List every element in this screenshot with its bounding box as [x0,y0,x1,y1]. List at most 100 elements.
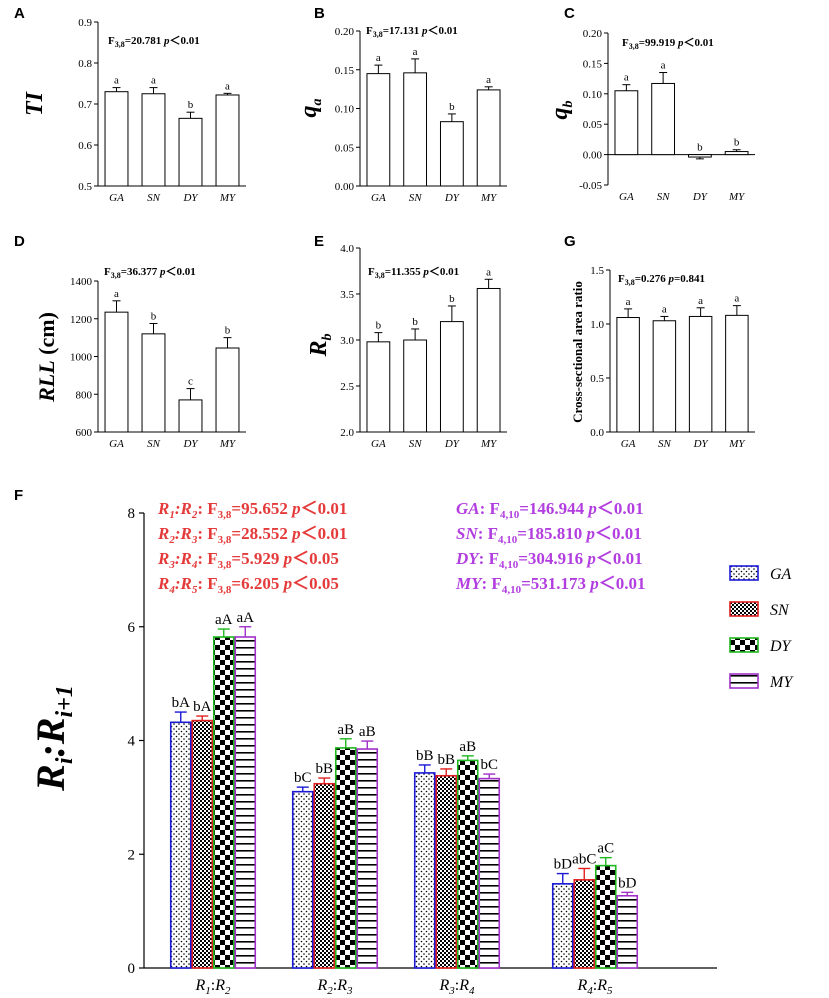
panel-label-G: G [564,233,576,250]
bar-SN [403,339,428,433]
bar-MY-4 [616,894,639,969]
significance-letter: a [225,80,230,92]
bar-DY [439,321,464,433]
significance-letter: a [114,288,119,300]
panel-B: B 0.00 0.05 0.10 0.15 0.20 a GA a SN b DY a MY F3,8=17… [296,5,507,204]
x-tick-label-MY: MY [480,438,498,450]
y-tick-label: 0.0 [590,427,604,439]
stat-annotation: F3,8=11.355 p＜0.01 [368,266,459,280]
x-tick-label-MY: MY [219,192,237,204]
panel-label-A: A [14,5,25,22]
annotation-left-3: R3:R4: F3,8=5.929 p＜0.05 [157,549,339,571]
legend-label-MY: MY [769,674,794,691]
bar-MY [215,94,240,187]
significance-letter: a [734,293,739,305]
significance-letter: aB [359,724,376,740]
x-tick-label-2: R2:R3 [316,977,353,997]
significance-letter: a [626,296,631,308]
y-tick-label: 0.5 [78,181,92,193]
significance-letter: c [188,376,193,388]
significance-letter: b [412,316,418,328]
bar-SN [651,82,676,156]
y-tick-label: 6 [128,620,136,636]
significance-letter: b [734,137,740,149]
significance-letter: bC [480,757,498,773]
significance-letter: b [449,293,455,305]
x-tick-label-DY: DY [182,438,199,450]
stat-annotation: F3,8=17.131 p＜0.01 [366,25,458,39]
annotation-right-2: SN: F4,10=185.810 p＜0.01 [456,524,642,546]
y-tick-label: 0.05 [335,142,355,154]
y-tick-label: 3.5 [340,289,354,301]
bar-DY-1 [212,636,235,969]
x-tick-label-DY: DY [693,438,710,450]
y-tick-label: 0.00 [583,150,603,162]
y-tick-label: 0.10 [335,104,355,116]
x-tick-label-1: R1:R2 [194,977,231,997]
bar-GA-4 [551,883,574,969]
y-tick-label: 1.0 [590,319,604,331]
significance-letter: b [225,325,231,337]
bar-SN-4 [573,879,596,969]
legend-item-DY: DY [729,637,793,655]
significance-letter: b [697,142,703,154]
x-tick-label-SN: SN [657,191,671,203]
y-tick-label: 0.6 [78,140,92,152]
annotation-left-2: R2:R3: F3,8=28.552 p＜0.01 [157,524,347,546]
bar-SN [652,320,677,433]
significance-letter: aA [237,610,255,626]
y-tick-label: 0.05 [583,119,603,131]
bar-MY [215,347,240,433]
y-tick-label: 2 [128,847,136,863]
annotation-right-3: DY: F4,10=304.916 p＜0.01 [455,549,643,571]
significance-letter: bB [315,761,333,777]
y-tick-label: 800 [76,389,93,401]
legend-item-MY: MY [729,673,794,691]
bar-GA [104,311,129,433]
significance-letter: b [376,320,382,332]
bar-MY-3 [478,777,501,969]
panel-D: D 600 800 1000 1200 1400 a GA b SN c DY b MY F3,8=36.3… [14,233,246,450]
x-tick-label-GA: GA [109,438,124,450]
bar-DY-3 [456,759,479,969]
y-tick-label: 0.20 [583,28,603,40]
y-axis-label: Rb [306,333,335,357]
annotation-left-4: R4:R5: F3,8=6.205 p＜0.05 [157,574,339,596]
x-tick-label-SN: SN [147,438,161,450]
annotation-right-4: MY: F4,10=531.173 p＜0.01 [455,574,646,596]
legend-item-SN: SN [729,601,790,619]
bar-GA [366,73,391,187]
stat-annotation: F3,8=20.781 p＜0.01 [108,35,200,49]
y-tick-label: 1.5 [590,265,604,277]
x-tick-label-GA: GA [621,438,636,450]
bar-GA [104,91,129,187]
x-tick-label-MY: MY [480,192,498,204]
significance-letter: bD [618,875,637,891]
panel-label-B: B [314,5,325,22]
significance-letter: a [114,75,119,87]
panel-C: C -0.05 0.00 0.05 0.10 0.15 0.20 a GA a SN b DY b MY F3… [547,5,755,203]
legend-item-GA: GA [729,565,792,583]
panel-A: A 0.5 0.6 0.7 0.8 0.9 a GA a SN b DY a MY F3,8=20.781 … [14,5,246,204]
y-tick-label: 0.00 [335,181,355,193]
significance-letter: a [661,60,666,72]
bar-MY [724,151,749,156]
y-axis-label: qb [547,101,576,120]
bar-DY [688,315,713,433]
significance-letter: aB [459,739,476,755]
y-tick-label: 1200 [70,314,93,326]
bar-SN-1 [191,719,214,969]
significance-letter: bA [172,695,191,711]
x-tick-label-MY: MY [728,191,746,203]
y-axis-label: qa [296,99,325,118]
x-tick-label-SN: SN [147,192,161,204]
bar-MY-1 [234,636,257,969]
x-tick-label-SN: SN [409,438,423,450]
bar-SN-3 [435,774,458,969]
bar-MY [725,314,749,433]
legend-swatch-SN [729,601,759,617]
y-tick-label: 8 [128,506,136,522]
bar-GA-3 [413,772,436,969]
